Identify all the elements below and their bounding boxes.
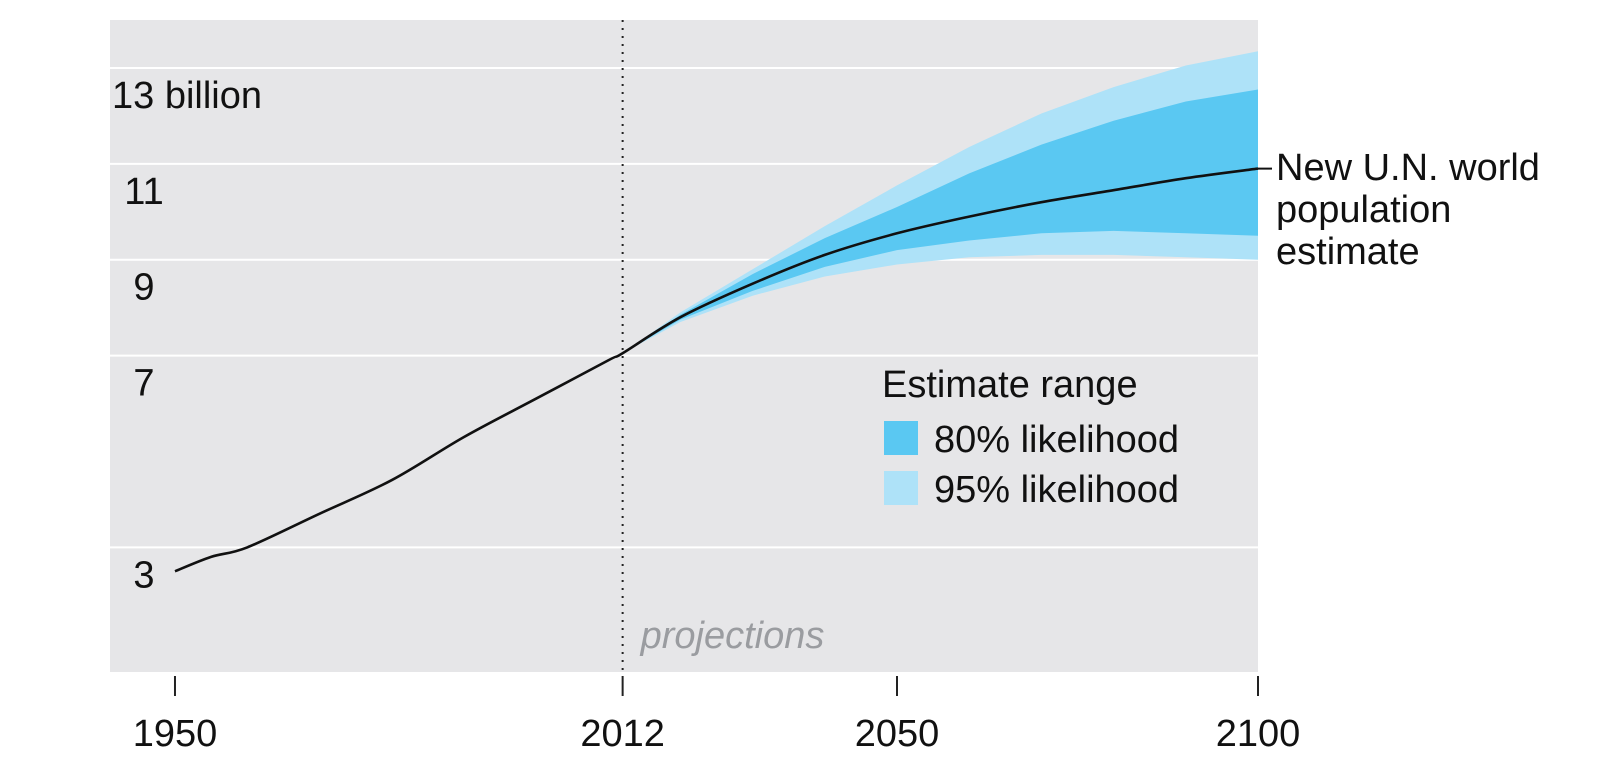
- x-tick-label: 1950: [133, 713, 218, 755]
- y-axis-tick-labels: 3 7 9 11 13 billion: [112, 75, 262, 596]
- legend-label-95: 95% likelihood: [934, 469, 1179, 511]
- y-tick-label: 7: [133, 363, 154, 405]
- y-tick-label: 13 billion: [112, 75, 262, 117]
- series-end-label-line: estimate: [1276, 231, 1420, 273]
- x-tick-label: 2100: [1216, 713, 1301, 755]
- legend-swatch-95: [884, 471, 918, 505]
- y-tick-label: 3: [133, 554, 154, 596]
- gridlines: [110, 66, 1258, 549]
- y-tick-label: 11: [124, 171, 163, 213]
- series-end-label-line: population: [1276, 189, 1451, 231]
- legend: Estimate range 80% likelihood 95% likeli…: [882, 364, 1179, 511]
- series-line-population: [174, 167, 1259, 573]
- legend-swatch-80: [884, 421, 918, 455]
- x-axis: 1950 2012 2050 2100: [133, 676, 1301, 755]
- series-end-label: New U.N. world population estimate: [1258, 147, 1540, 273]
- legend-title: Estimate range: [882, 364, 1138, 406]
- x-tick-label: 2012: [580, 713, 665, 755]
- legend-label-80: 80% likelihood: [934, 419, 1179, 461]
- band-80-likelihood: [622, 89, 1258, 354]
- y-tick-label: 9: [133, 267, 154, 309]
- x-tick-label: 2050: [855, 713, 940, 755]
- projections-label: projections: [640, 615, 825, 657]
- series-end-label-line: New U.N. world: [1276, 147, 1540, 189]
